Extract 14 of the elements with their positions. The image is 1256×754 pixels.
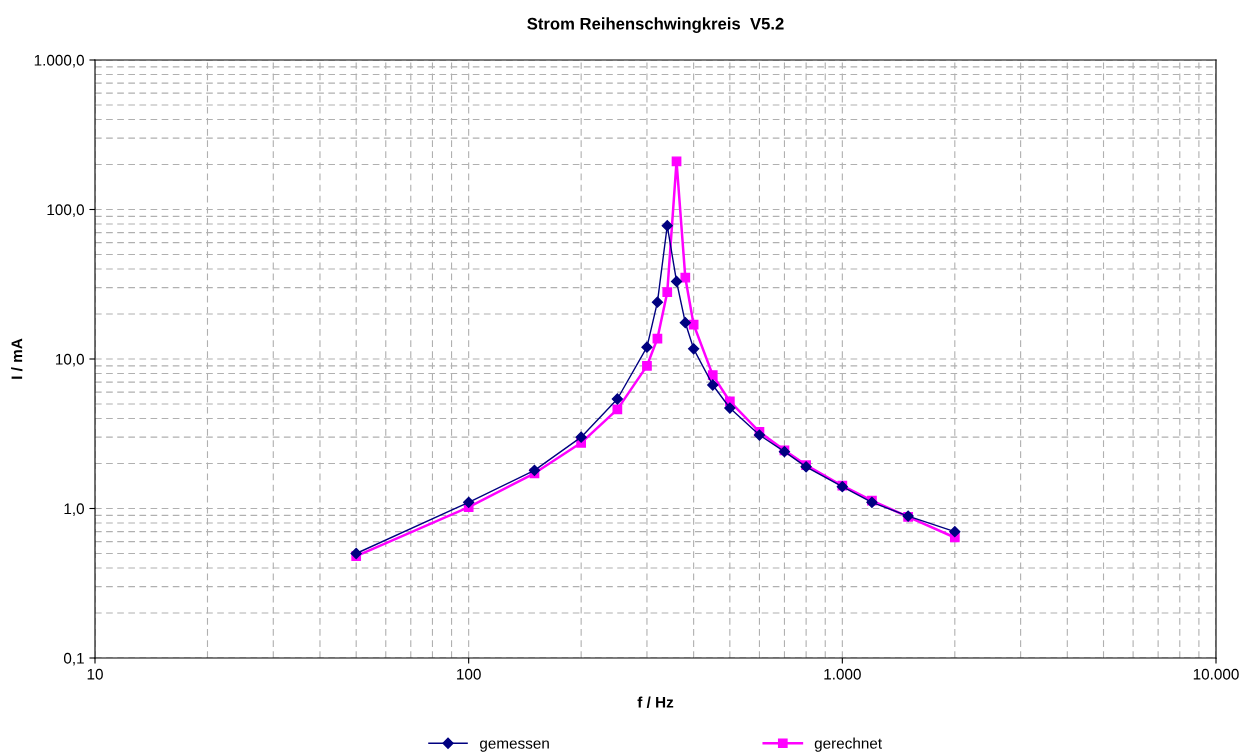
y-tick-label: 1,0 <box>64 503 84 516</box>
x-tick-label: 100 <box>457 668 481 680</box>
y-tick-label: 10,0 <box>56 353 84 367</box>
legend-label: gemessen <box>479 740 549 752</box>
legend-label: gerechnet <box>814 737 882 752</box>
chart-title: Strom Reihenschwingkreis V5.2 <box>527 17 784 33</box>
y-tick-label: 1.000,0 <box>34 54 84 68</box>
x-tick-label: 10 <box>87 668 103 680</box>
y-axis-title: I / mA <box>11 338 23 379</box>
y-tick-label: 100,0 <box>47 204 84 217</box>
x-tick-label: 1.000 <box>824 668 861 680</box>
x-axis-title: f / Hz <box>637 696 674 708</box>
y-tick-label: 0,1 <box>63 652 84 666</box>
x-tick-label: 10.000 <box>1193 668 1239 680</box>
